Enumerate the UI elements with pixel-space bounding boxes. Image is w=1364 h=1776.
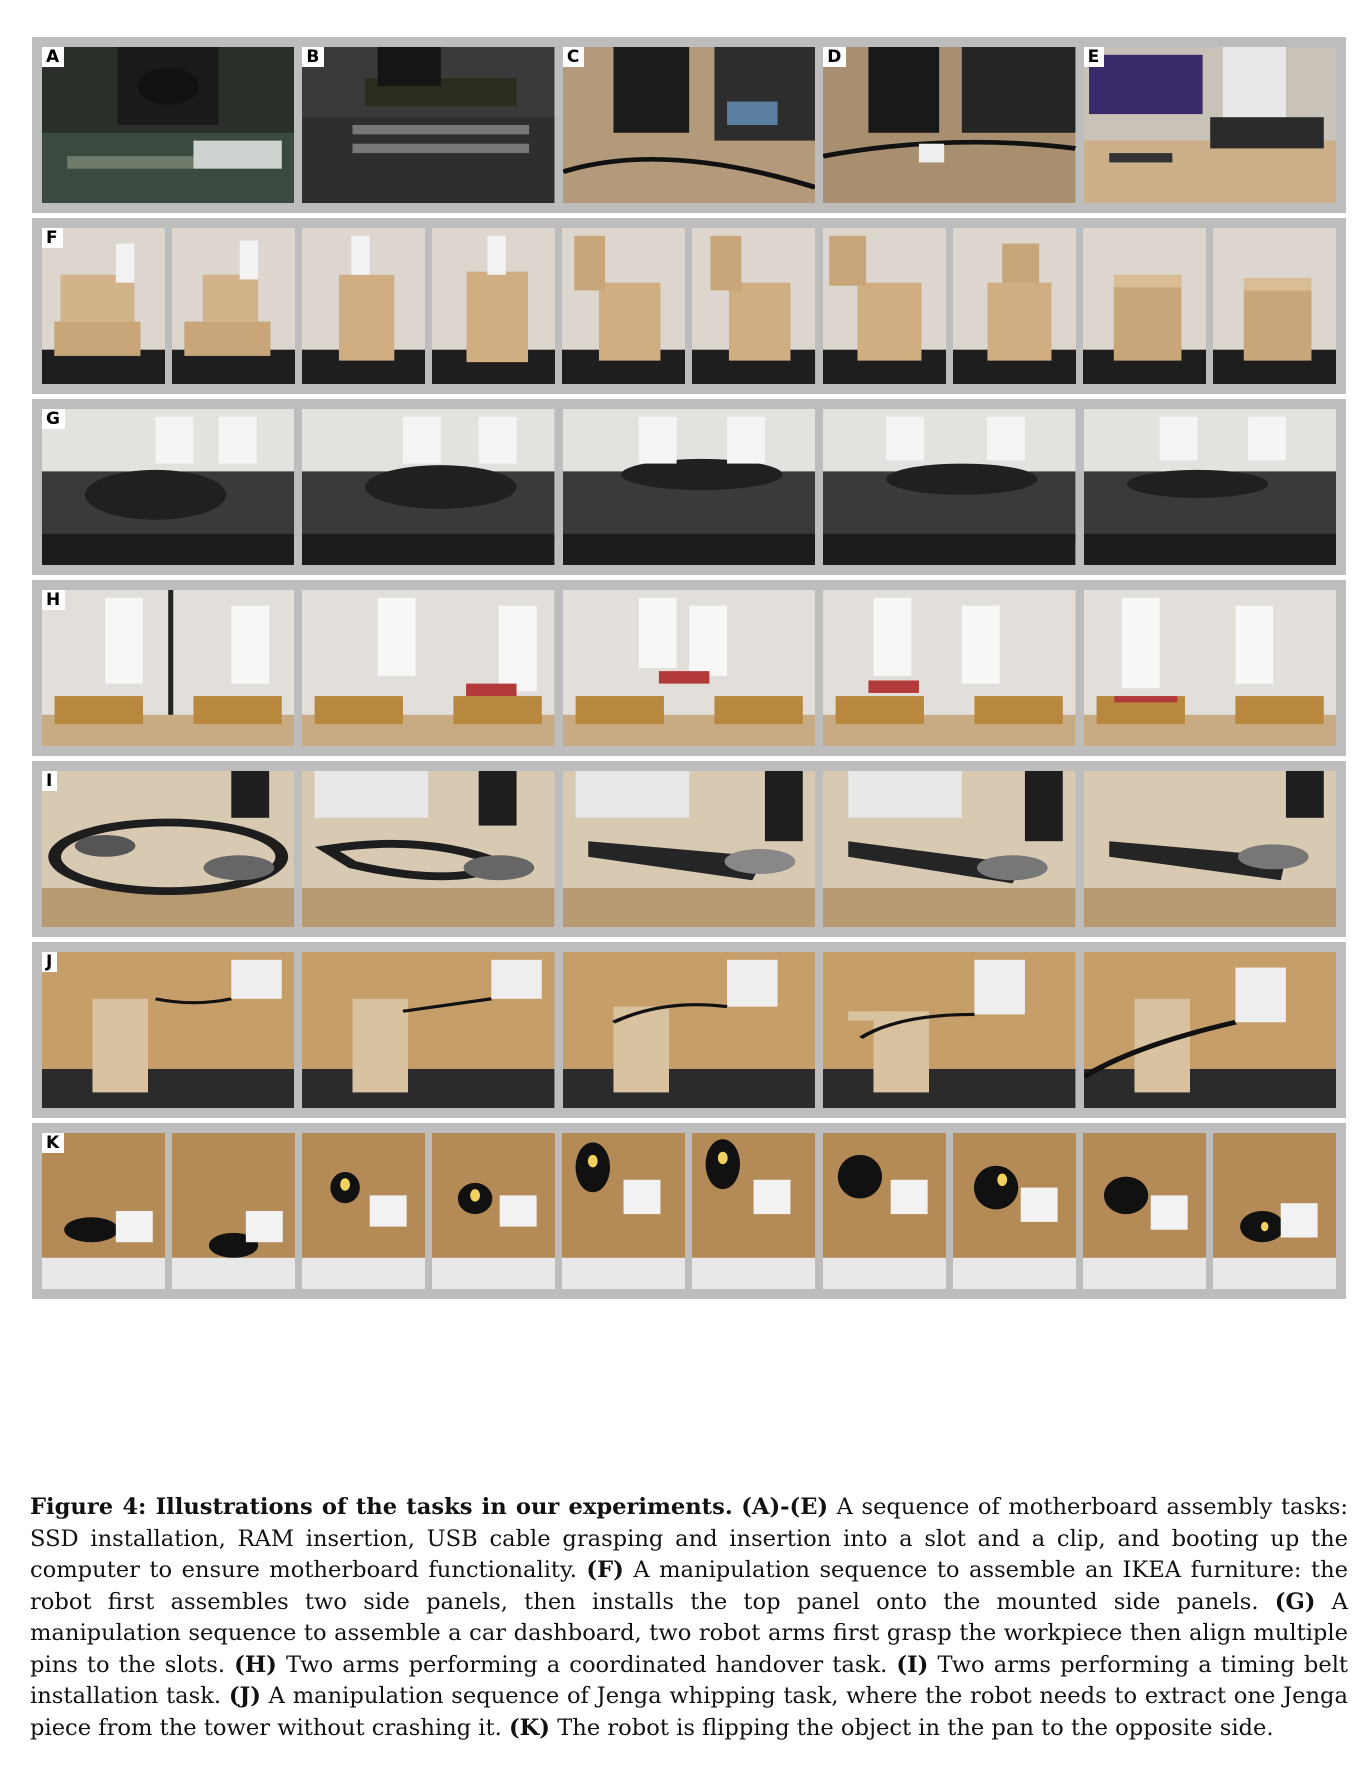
photo-jenga-frame xyxy=(1083,952,1337,1108)
photo-usb-clip: D xyxy=(823,47,1076,203)
figure-caption: Figure 4: Illustrations of the tasks in … xyxy=(30,1492,1348,1744)
photo-belt-frame xyxy=(823,771,1076,927)
photo-pan-frame xyxy=(1212,1133,1336,1289)
caption-tag-f: (F) xyxy=(586,1557,624,1583)
photo-ikea-frame xyxy=(822,228,946,384)
photo-handover-frame xyxy=(1083,590,1337,746)
photo-belt-frame: I xyxy=(42,771,295,927)
photo-handover-frame xyxy=(562,590,816,746)
panel-label-a: A xyxy=(42,47,65,67)
panel-label-j: J xyxy=(42,952,58,972)
figure-label: Figure 4: Illustrations of the tasks in … xyxy=(30,1494,733,1520)
photo-belt-frame xyxy=(302,771,555,927)
photo-ikea-frame xyxy=(562,228,686,384)
photo-belt-frame xyxy=(562,771,816,927)
panel-label-c: C xyxy=(562,47,585,67)
panel-label-g: G xyxy=(42,409,65,429)
panel-label-h: H xyxy=(42,590,66,610)
caption-tag-h: (H) xyxy=(234,1651,277,1678)
photo-jenga-frame xyxy=(823,952,1076,1108)
figure-row-ikea: F xyxy=(32,218,1346,394)
photo-dashboard-frame xyxy=(1083,409,1337,565)
caption-tag-j: (J) xyxy=(228,1683,261,1709)
photo-dashboard-frame xyxy=(562,409,816,565)
figure-row-motherboard: A B C xyxy=(32,37,1346,213)
figure-row-dashboard: G xyxy=(32,399,1346,575)
photo-pan-frame xyxy=(302,1133,426,1289)
photo-dashboard-frame xyxy=(302,409,555,565)
photo-pan-frame xyxy=(692,1133,816,1289)
photo-ikea-frame xyxy=(1212,228,1336,384)
photo-computer-boot: E xyxy=(1083,47,1337,203)
photo-usb-slot: C xyxy=(562,47,816,203)
photo-ikea-frame xyxy=(172,228,296,384)
photo-ram-insertion: B xyxy=(302,47,555,203)
caption-text-a-e: A sequence of motherboard assembly tasks… xyxy=(30,1494,1348,1583)
photo-dashboard-frame xyxy=(823,409,1076,565)
photo-ikea-frame xyxy=(1082,228,1206,384)
photo-jenga-frame: J xyxy=(42,952,295,1108)
caption-text-f: A manipulation sequence to assemble an I… xyxy=(30,1557,1348,1615)
photo-handover-frame xyxy=(823,590,1076,746)
photo-pan-frame xyxy=(562,1133,686,1289)
figure-row-handover: H xyxy=(32,580,1346,756)
photo-ikea-frame xyxy=(692,228,816,384)
caption-tag-k: (K) xyxy=(508,1714,551,1741)
photo-pan-frame: K xyxy=(42,1133,166,1289)
photo-pan-frame xyxy=(822,1133,946,1289)
caption-tag-a-e: (A)-(E) xyxy=(741,1494,829,1520)
photo-ssd-installation: A xyxy=(42,47,295,203)
panel-label-k: K xyxy=(42,1133,65,1153)
photo-ikea-frame xyxy=(302,228,426,384)
photo-ikea-frame xyxy=(952,228,1076,384)
caption-text-j: A manipulation sequence of Jenga whippin… xyxy=(30,1683,1348,1741)
panel-label-d: D xyxy=(823,47,847,67)
photo-belt-frame xyxy=(1083,771,1337,927)
caption-tag-i: (I) xyxy=(896,1651,929,1678)
photo-handover-frame xyxy=(302,590,555,746)
panel-label-i: I xyxy=(42,771,58,791)
caption-text-h: Two arms performing a coordinated handov… xyxy=(276,1651,897,1678)
photo-pan-frame xyxy=(1082,1133,1206,1289)
photo-pan-frame xyxy=(432,1133,556,1289)
panel-label-f: F xyxy=(42,228,63,248)
figure-row-timing-belt: I xyxy=(32,761,1346,937)
photo-ikea-frame: F xyxy=(42,228,166,384)
caption-text-g: A manipulation sequence to assemble a ca… xyxy=(30,1588,1348,1678)
photo-pan-frame xyxy=(172,1133,296,1289)
photo-handover-frame: H xyxy=(42,590,295,746)
panel-label-e: E xyxy=(1083,47,1105,67)
photo-jenga-frame xyxy=(562,952,816,1108)
figure-row-pan-flip: K xyxy=(32,1123,1346,1299)
photo-jenga-frame xyxy=(302,952,555,1108)
photo-dashboard-frame: G xyxy=(42,409,295,565)
photo-ikea-frame xyxy=(432,228,556,384)
caption-text-i: Two arms performing a timing belt instal… xyxy=(30,1651,1348,1710)
caption-text-k: The robot is flipping the object in the … xyxy=(550,1714,1274,1741)
caption-tag-g: (G) xyxy=(1274,1588,1316,1615)
panel-label-b: B xyxy=(302,47,325,67)
photo-pan-frame xyxy=(952,1133,1076,1289)
figure-row-jenga: J xyxy=(32,942,1346,1118)
